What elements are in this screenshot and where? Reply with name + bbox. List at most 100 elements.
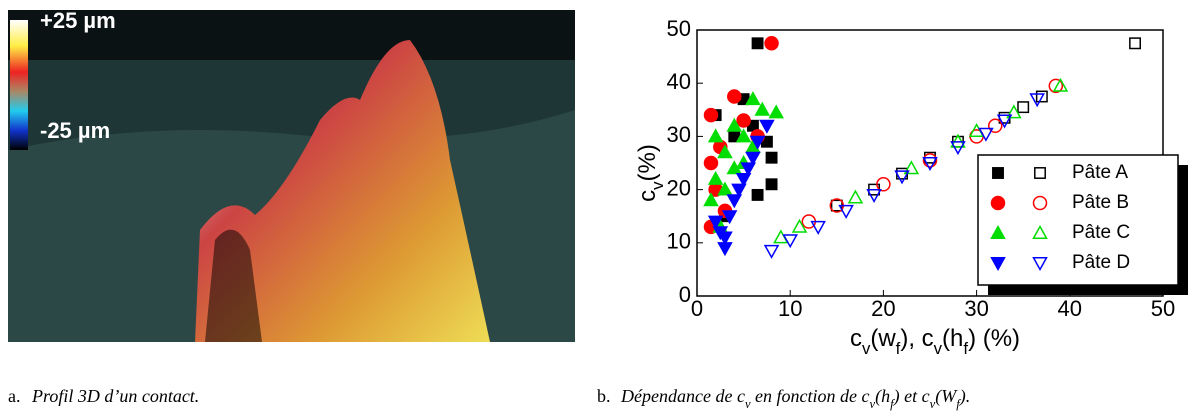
- open-point: [950, 141, 966, 156]
- filled-point: [754, 101, 771, 116]
- subscript: v: [934, 339, 943, 358]
- subscript: v: [870, 397, 876, 411]
- text-part: c: [634, 190, 661, 202]
- filled-point: [717, 144, 733, 159]
- open-point: [847, 189, 864, 204]
- filled-point: [731, 183, 747, 198]
- subscript: f: [890, 397, 895, 411]
- filled-point: [751, 37, 764, 50]
- x-tick-label: 30: [964, 296, 988, 321]
- open-point: [1048, 78, 1064, 94]
- filled-point: [765, 151, 778, 164]
- x-tick-label: 0: [691, 296, 703, 321]
- legend-marker: [1034, 167, 1046, 179]
- text-part: (: [935, 386, 942, 407]
- subscript: f: [963, 339, 968, 358]
- text-part: (w: [870, 325, 896, 352]
- x-tick-label: 40: [1058, 296, 1082, 321]
- open-point: [987, 118, 1003, 134]
- x-tick-label: 50: [1151, 296, 1175, 321]
- text-part: (h: [942, 325, 963, 352]
- legend-label: Pâte D: [1072, 252, 1130, 273]
- text-part: W: [941, 386, 958, 406]
- open-point: [894, 170, 910, 185]
- open-point: [1006, 104, 1022, 119]
- y-tick-label: 30: [667, 122, 691, 147]
- open-point: [922, 153, 938, 168]
- x-tick-label: 20: [871, 296, 895, 321]
- open-point: [791, 218, 808, 233]
- filled-point: [726, 194, 743, 209]
- text-part: ) et: [893, 386, 922, 407]
- filled-point: [717, 231, 733, 246]
- filled-point: [721, 210, 738, 225]
- caption-b: Dépendance de cv en fonction de cv(hf) e…: [620, 386, 970, 411]
- legend-label: Pâte A: [1072, 162, 1128, 183]
- open-point: [876, 177, 891, 192]
- filled-point: [765, 178, 778, 191]
- legend-label: Pâte C: [1072, 222, 1130, 243]
- text-part: c: [922, 386, 930, 406]
- y-axis-label: cv(%): [634, 144, 667, 202]
- filled-point: [717, 181, 733, 196]
- open-point: [978, 127, 994, 142]
- filled-point: [703, 192, 719, 207]
- y-tick-label: 40: [667, 69, 691, 94]
- filled-point: [707, 128, 724, 143]
- text-part: c: [850, 325, 862, 352]
- text-part: Profil 3D d’un contact.: [31, 386, 199, 406]
- text-part: h: [881, 386, 890, 406]
- subscript: v: [930, 397, 936, 411]
- text-part: c: [862, 386, 870, 406]
- text-part: ) (%): [968, 325, 1020, 352]
- subscript: f: [956, 397, 961, 411]
- open-point: [903, 160, 920, 175]
- subscript: v: [745, 397, 751, 411]
- filled-point: [707, 170, 724, 185]
- open-point: [866, 188, 882, 203]
- text-part: Dépendance de: [620, 386, 737, 406]
- open-point: [782, 234, 798, 249]
- legend-marker: [990, 257, 1006, 272]
- subscript: f: [896, 339, 901, 358]
- text-part: en fonction de: [751, 386, 862, 406]
- legend-label: Pâte B: [1072, 192, 1129, 213]
- open-point: [996, 114, 1013, 129]
- open-point: [1035, 90, 1048, 103]
- colorbar-top-label: +25 µm: [40, 8, 116, 33]
- legend-marker: [1032, 224, 1048, 239]
- colorbar-bottom-label: -25 µm: [40, 118, 110, 143]
- filled-point: [764, 36, 779, 51]
- filled-point: [703, 107, 719, 123]
- filled-point: [727, 89, 742, 104]
- filled-point: [745, 91, 761, 106]
- open-point: [763, 244, 780, 259]
- filled-point: [726, 117, 743, 132]
- open-point: [1029, 93, 1045, 108]
- filled-point: [726, 160, 743, 175]
- x-tick-label: 10: [778, 296, 802, 321]
- filled-point: [751, 188, 764, 201]
- text-part: (%): [634, 144, 661, 181]
- subscript: v: [862, 339, 871, 358]
- caption-a: Profil 3D d’un contact.: [31, 386, 199, 406]
- legend-marker: [1032, 195, 1048, 211]
- filled-point: [768, 104, 784, 119]
- y-tick-label: 20: [667, 175, 691, 200]
- text-part: (: [875, 386, 882, 407]
- legend-marker: [1032, 257, 1048, 272]
- filled-point: [735, 128, 752, 143]
- filled-point: [745, 151, 761, 166]
- text-part: ).: [959, 386, 971, 407]
- open-point: [950, 133, 966, 148]
- filled-point: [707, 215, 724, 230]
- filled-point: [749, 135, 766, 150]
- open-point: [1052, 77, 1069, 92]
- y-tick-label: 50: [667, 16, 691, 41]
- open-point: [922, 157, 938, 172]
- filled-point: [759, 119, 775, 134]
- open-point: [810, 220, 826, 235]
- y-tick-label: 0: [679, 282, 691, 307]
- filled-point: [740, 162, 757, 177]
